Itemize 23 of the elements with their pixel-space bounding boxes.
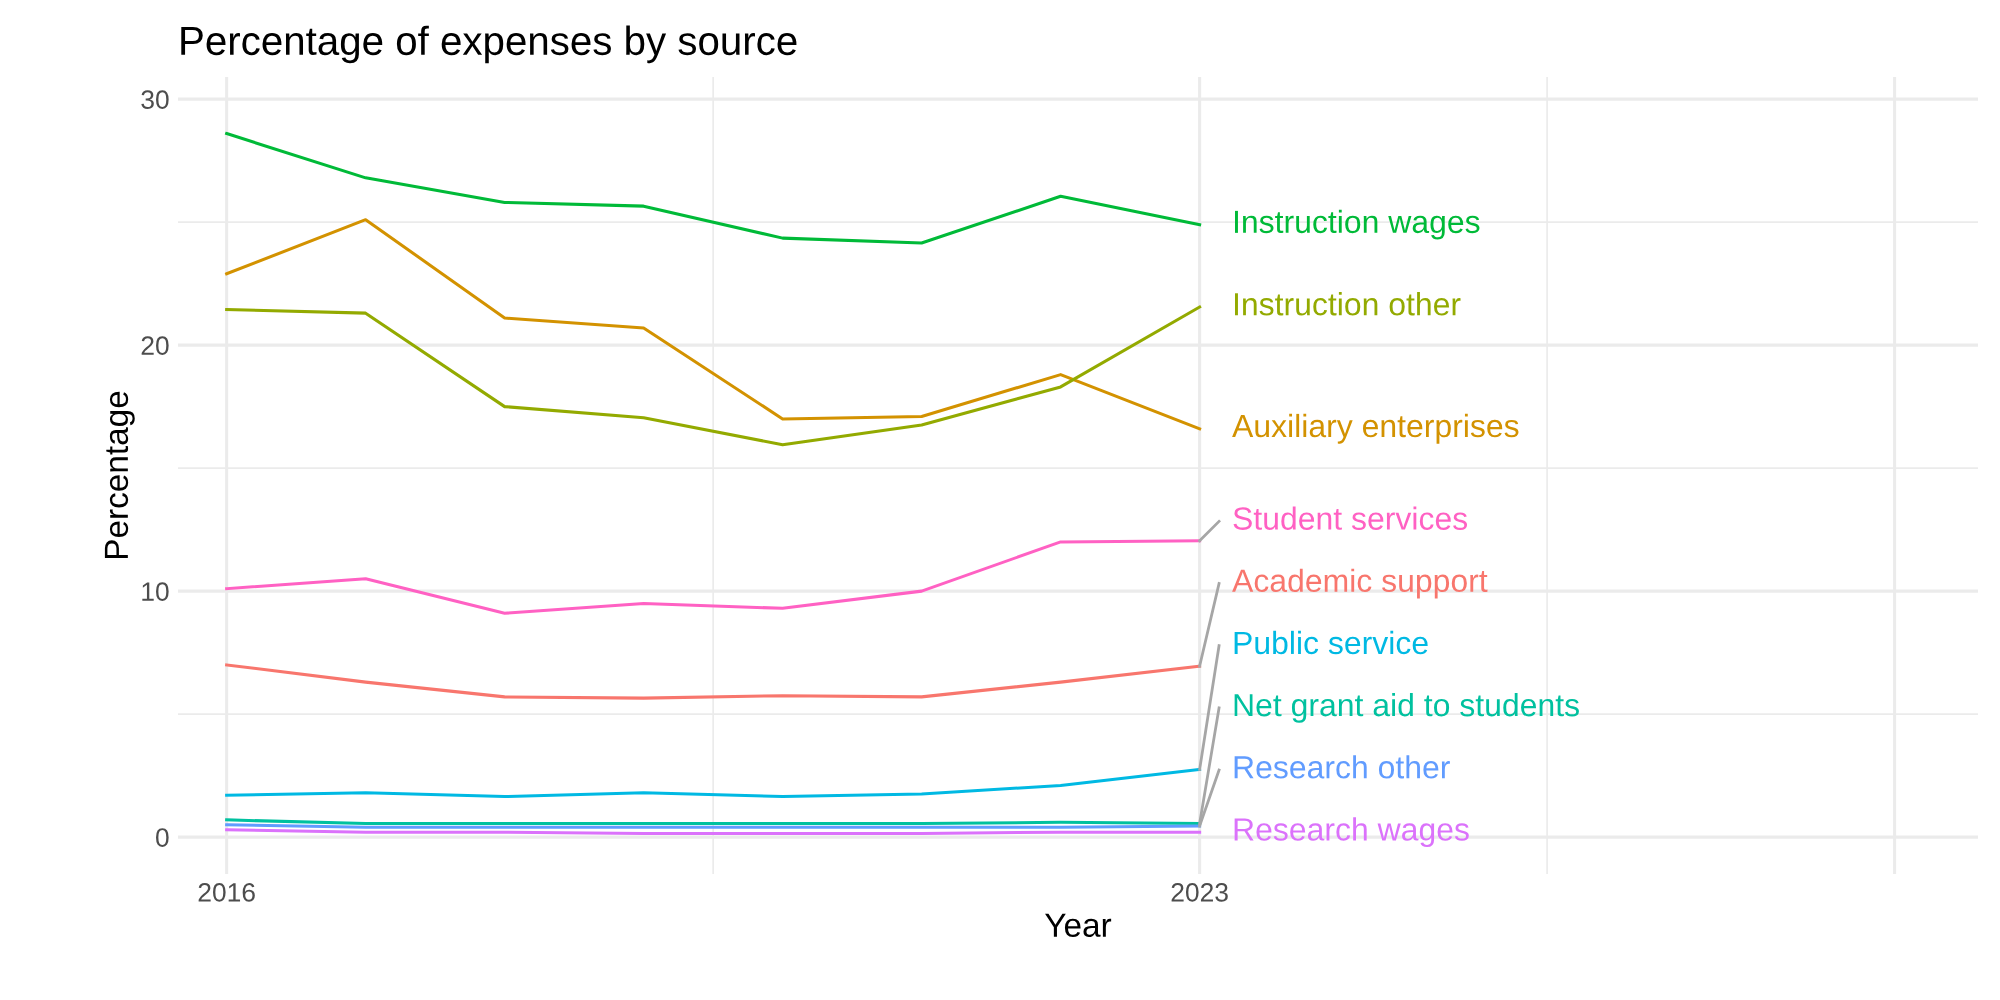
chart-title: Percentage of expenses by source: [181, 25, 797, 64]
series-label: Student services: [1233, 506, 1468, 530]
line-series: [225, 663, 1202, 700]
series-label: Instruction wages: [1234, 209, 1480, 240]
y-axis-title: Percentage: [104, 391, 135, 559]
text: Public service: [1234, 630, 1428, 655]
y-tick-label: 10: [142, 582, 169, 601]
series-label: Research other: [1234, 755, 1450, 779]
line-series: [225, 132, 1202, 245]
line-series: [225, 218, 1202, 431]
x-tick-label: 2023: [1171, 883, 1228, 902]
series-label: Research wages: [1234, 817, 1469, 848]
text: Academic support: [1232, 568, 1488, 599]
series-label: Instruction other: [1234, 292, 1461, 316]
y-tick-label: 20: [141, 336, 169, 355]
y-tick-label: 30: [141, 90, 169, 109]
series-label: Auxiliary enterprises: [1232, 413, 1519, 444]
x-axis-title: Year: [1045, 913, 1112, 937]
line-series: [225, 305, 1202, 447]
text: Net grant aid to students: [1234, 692, 1579, 723]
x-tick-label: 2016: [198, 883, 255, 902]
y-tick-label: 0: [156, 828, 169, 847]
line-series: [225, 539, 1202, 615]
